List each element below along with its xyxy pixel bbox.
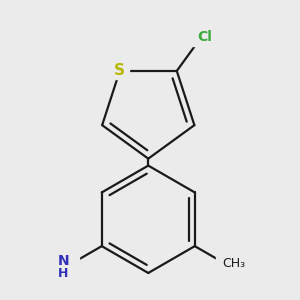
Bar [47,251,79,283]
Text: S: S [114,63,125,78]
Text: CH₃: CH₃ [222,257,245,270]
Bar [110,63,129,79]
Text: N: N [57,254,69,268]
Text: H: H [58,267,68,280]
Bar [192,31,217,46]
Text: Cl: Cl [197,30,212,44]
Bar [216,256,251,271]
